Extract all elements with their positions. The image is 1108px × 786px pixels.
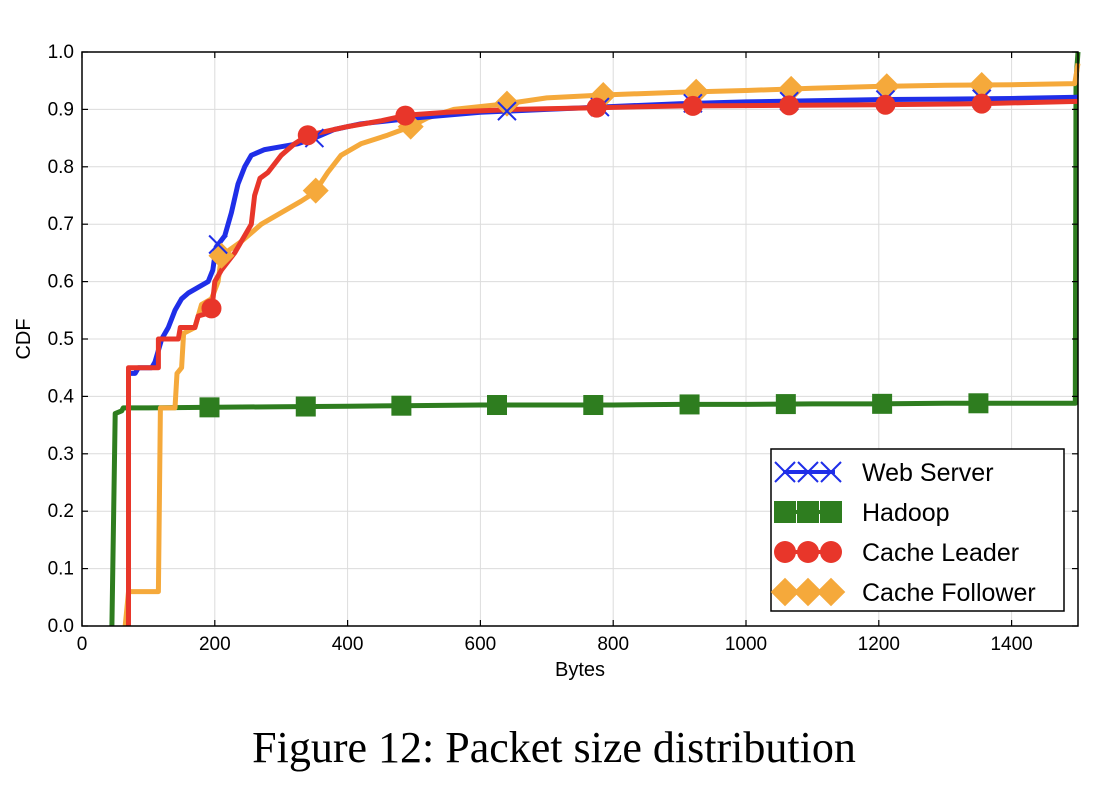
square-marker [968, 393, 989, 414]
y-tick-label: 0.5 [48, 329, 74, 350]
series-line-cache-leader [126, 98, 1079, 626]
x-tick-label: 1200 [858, 634, 900, 655]
series-line-cache-follower [122, 63, 1081, 627]
figure-caption: Figure 12: Packet size distribution [252, 723, 856, 772]
diamond-marker [493, 90, 520, 117]
circle-marker [779, 95, 800, 116]
legend-label: Web Server [862, 459, 994, 487]
cdf-chart: 0 200 400 600 800 1000 1200 1400 0.0 0.1 0.2 0.3 0.4… [13, 42, 1081, 681]
legend-label: Cache Follower [862, 579, 1036, 607]
x-marker [208, 234, 228, 255]
axis-ticks: 0 200 400 600 800 1000 1200 1400 0.0 0.1 0.2 0.3 0.4… [48, 42, 1078, 655]
circle-marker [774, 541, 796, 563]
x-marker [820, 461, 842, 483]
x-tick-label: 1400 [990, 634, 1032, 655]
circle-marker [875, 94, 896, 115]
x-tick-label: 400 [332, 634, 364, 655]
square-marker [199, 397, 220, 418]
y-tick-label: 0.2 [48, 501, 74, 522]
y-tick-label: 0.6 [48, 272, 74, 293]
y-tick-label: 0.4 [48, 386, 75, 407]
circle-marker [586, 97, 607, 118]
x-axis-label: Bytes [555, 659, 605, 681]
square-marker [872, 393, 893, 414]
y-tick-label: 1.0 [48, 42, 74, 63]
circle-marker [682, 95, 703, 116]
circle-marker [971, 93, 992, 114]
legend-entry: Cache Follower [770, 577, 1036, 607]
x-tick-label: 1000 [725, 634, 767, 655]
x-tick-label: 200 [199, 634, 231, 655]
legend: Web Server Hadoop Cache Leader Cache Follow… [770, 448, 1065, 612]
circle-marker [797, 541, 819, 563]
legend-entry: Cache Leader [774, 539, 1019, 567]
y-tick-label: 0.9 [48, 99, 74, 120]
x-tick-label: 0 [77, 634, 88, 655]
legend-label: Hadoop [862, 499, 950, 527]
y-tick-label: 0.1 [48, 559, 74, 580]
x-tick-label: 800 [597, 634, 629, 655]
square-marker [487, 395, 507, 416]
y-tick-label: 0.3 [48, 444, 74, 465]
square-marker [679, 394, 700, 415]
legend-entry: Web Server [774, 459, 994, 487]
y-axis-label: CDF [13, 318, 35, 359]
legend-label: Cache Leader [862, 539, 1019, 567]
x-marker [497, 101, 517, 121]
square-marker [775, 394, 796, 415]
circle-marker [201, 298, 222, 319]
square-marker [583, 395, 604, 416]
y-tick-label: 0.8 [48, 157, 74, 178]
square-marker [295, 396, 316, 417]
square-marker [797, 501, 819, 523]
series-lines [109, 51, 1081, 627]
legend-entry: Hadoop [774, 499, 950, 527]
circle-marker [297, 125, 318, 146]
y-tick-label: 0.0 [48, 616, 74, 637]
diamond-marker [816, 577, 846, 607]
circle-marker [395, 105, 416, 126]
diamond-marker [302, 177, 329, 204]
x-marker [797, 461, 819, 483]
y-tick-label: 0.7 [48, 214, 74, 235]
x-marker [774, 461, 796, 483]
circle-marker [820, 541, 842, 563]
x-tick-label: 600 [465, 634, 497, 655]
square-marker [820, 501, 842, 523]
diamond-marker [208, 242, 235, 269]
square-marker [774, 501, 796, 523]
diamond-marker [793, 577, 823, 607]
series-line-hadoop [109, 51, 1081, 627]
diamond-marker [770, 577, 800, 607]
series-markers [199, 71, 995, 418]
square-marker [391, 395, 412, 416]
legend-box [770, 448, 1065, 612]
